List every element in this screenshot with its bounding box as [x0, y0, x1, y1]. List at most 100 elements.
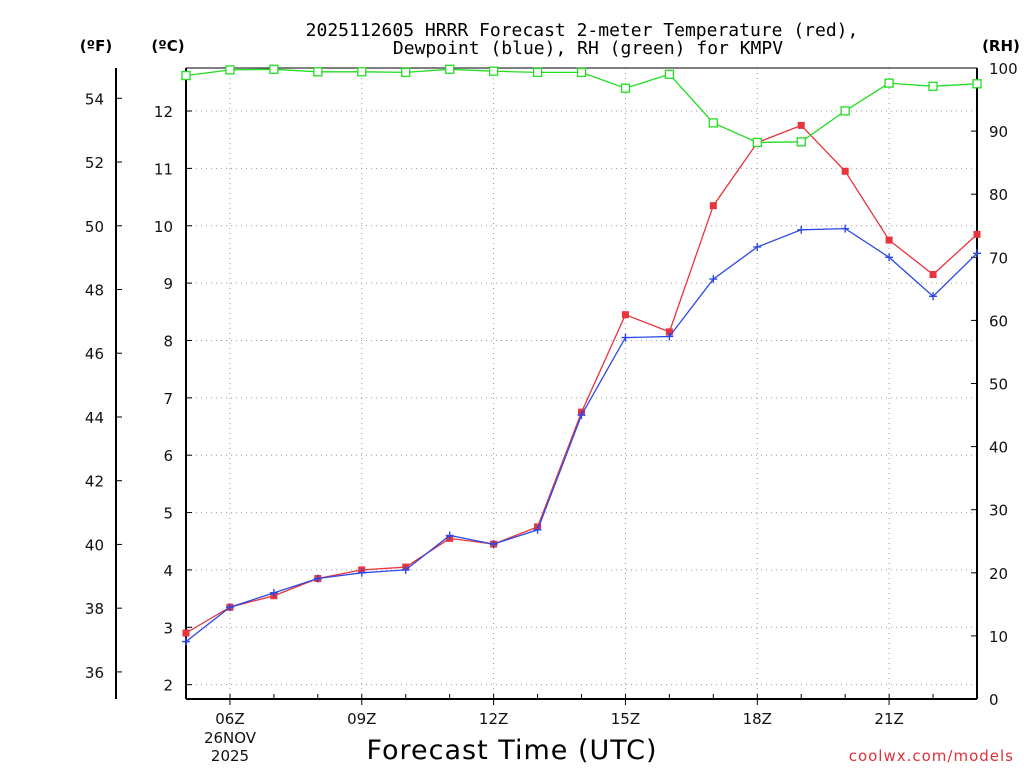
- chart-title-line1: 2025112605 HRRR Forecast 2-meter Tempera…: [306, 20, 859, 41]
- rh-point: [664, 69, 675, 79]
- rh-unit-label: (RH): [982, 37, 1020, 55]
- rh-point: [313, 67, 323, 77]
- fahrenheit-tick-label: 42: [85, 473, 104, 491]
- celsius-tick-label: 6: [163, 447, 173, 465]
- x-date-label-day: 26NOV: [204, 729, 257, 747]
- rh-tick-label: 30: [989, 502, 1008, 520]
- x-tick-label: 18Z: [743, 710, 772, 728]
- dewpoint-point: [533, 525, 542, 534]
- dewpoint-point: [269, 588, 278, 597]
- celsius-tick-label: 5: [163, 505, 173, 523]
- fahrenheit-tick-label: 36: [85, 664, 104, 682]
- rh-point: [488, 66, 499, 76]
- dewpoint-point: [973, 249, 981, 258]
- rh-point: [708, 118, 718, 128]
- temperature-series-line: [185, 124, 978, 634]
- rh-point: [840, 106, 850, 116]
- celsius-tick-label: 2: [163, 677, 173, 695]
- dewpoint-point: [753, 242, 762, 251]
- rh-tick-label: 100: [989, 60, 1018, 78]
- fahrenheit-tick-label: 44: [85, 409, 104, 427]
- temperature-point: [709, 202, 717, 210]
- dewpoint-point: [665, 332, 674, 341]
- celsius-unit-label: (ºC): [151, 37, 184, 55]
- celsius-tick-label: 10: [154, 218, 173, 236]
- celsius-tick-label: 12: [154, 103, 173, 121]
- rh-point: [532, 67, 543, 78]
- rh-point: [401, 67, 411, 78]
- temperature-point: [182, 629, 190, 637]
- temperature-point: [929, 271, 937, 279]
- rh-tick-label: 50: [989, 376, 1008, 394]
- rh-tick-label: 0: [989, 691, 999, 709]
- dewpoint-series-line: [185, 227, 978, 643]
- dewpoint-point: [225, 603, 234, 612]
- rh-tick-label: 40: [989, 439, 1008, 457]
- rh-tick-label: 20: [989, 565, 1008, 583]
- dewpoint-point: [841, 224, 850, 233]
- dewpoint-point: [182, 637, 190, 646]
- rh-tick-label: 60: [989, 312, 1008, 330]
- dewpoint-point: [797, 225, 806, 234]
- data-series: [181, 64, 982, 646]
- temperature-point: [841, 167, 849, 175]
- credit-label: coolwx.com/models: [849, 747, 1014, 765]
- temperature-point: [665, 328, 673, 336]
- rh-tick-label: 70: [989, 249, 1008, 267]
- rh-point: [269, 64, 279, 74]
- rh-tick-label: 90: [989, 123, 1008, 141]
- temperature-point: [797, 121, 805, 129]
- chart-title-line2: Dewpoint (blue), RH (green) for KMPV: [393, 38, 783, 59]
- dewpoint-point: [489, 540, 498, 549]
- fahrenheit-tick-label: 38: [85, 600, 104, 618]
- rh-point: [225, 65, 235, 75]
- temperature-point: [973, 230, 981, 238]
- grid: [186, 68, 977, 699]
- rh-point: [884, 78, 894, 88]
- fahrenheit-tick-label: 54: [85, 90, 104, 108]
- temperature-point: [885, 236, 893, 244]
- x-tick-label: 12Z: [479, 710, 508, 728]
- rh-point: [445, 64, 455, 74]
- dewpoint-point: [313, 574, 322, 583]
- rh-point: [357, 67, 367, 77]
- x-axis-title: Forecast Time (UTC): [366, 735, 657, 766]
- fahrenheit-tick-label: 46: [85, 345, 104, 363]
- celsius-tick-label: 3: [163, 619, 173, 637]
- dewpoint-point: [401, 565, 410, 574]
- x-tick-label: 06Z: [215, 710, 244, 728]
- x-tick-label: 21Z: [874, 710, 903, 728]
- rh-point: [796, 137, 806, 147]
- fahrenheit-tick-label: 50: [85, 218, 104, 236]
- dewpoint-point: [709, 275, 718, 284]
- temperature-point: [621, 311, 629, 319]
- rh-point: [181, 70, 191, 81]
- dewpoint-point: [621, 333, 630, 342]
- celsius-tick-label: 11: [154, 160, 173, 178]
- fahrenheit-tick-label: 48: [85, 281, 104, 299]
- celsius-tick-label: 7: [163, 390, 173, 408]
- x-tick-label: 15Z: [611, 710, 640, 728]
- dewpoint-point: [445, 531, 454, 540]
- rh-point: [928, 81, 938, 91]
- dewpoint-point: [885, 253, 894, 262]
- rh-point: [972, 79, 982, 89]
- rh-point: [752, 137, 762, 148]
- celsius-tick-label: 9: [163, 275, 173, 293]
- celsius-tick-label: 8: [163, 332, 173, 350]
- x-date-label-year: 2025: [211, 747, 249, 765]
- celsius-tick-label: 4: [163, 562, 173, 580]
- dewpoint-point: [357, 568, 366, 577]
- rh-point: [576, 67, 587, 78]
- dewpoint-point: [929, 292, 938, 301]
- rh-point: [620, 83, 631, 93]
- axes: [115, 67, 978, 705]
- rh-tick-label: 80: [989, 186, 1008, 204]
- x-tick-label: 09Z: [347, 710, 376, 728]
- fahrenheit-unit-label: (ºF): [80, 37, 112, 55]
- dewpoint-point: [577, 411, 586, 420]
- rh-tick-label: 10: [989, 628, 1008, 646]
- fahrenheit-tick-label: 52: [85, 154, 104, 172]
- fahrenheit-tick-label: 40: [85, 536, 104, 554]
